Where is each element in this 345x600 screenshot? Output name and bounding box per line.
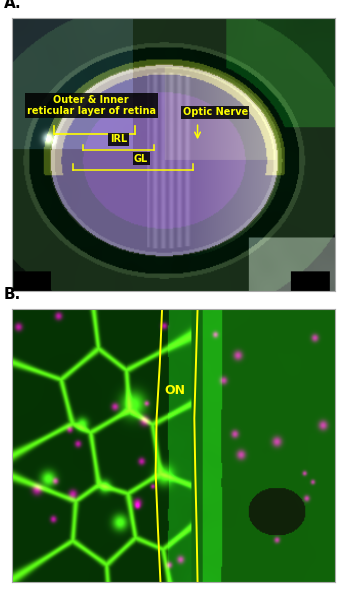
Text: Optic Nerve: Optic Nerve <box>183 107 248 117</box>
Text: ON: ON <box>165 385 186 397</box>
Text: Outer & Inner
reticular layer of retina: Outer & Inner reticular layer of retina <box>27 95 156 116</box>
Text: GL: GL <box>134 154 148 164</box>
Text: A.: A. <box>4 0 22 11</box>
Text: B.: B. <box>4 287 21 302</box>
Text: IRL: IRL <box>110 134 127 145</box>
